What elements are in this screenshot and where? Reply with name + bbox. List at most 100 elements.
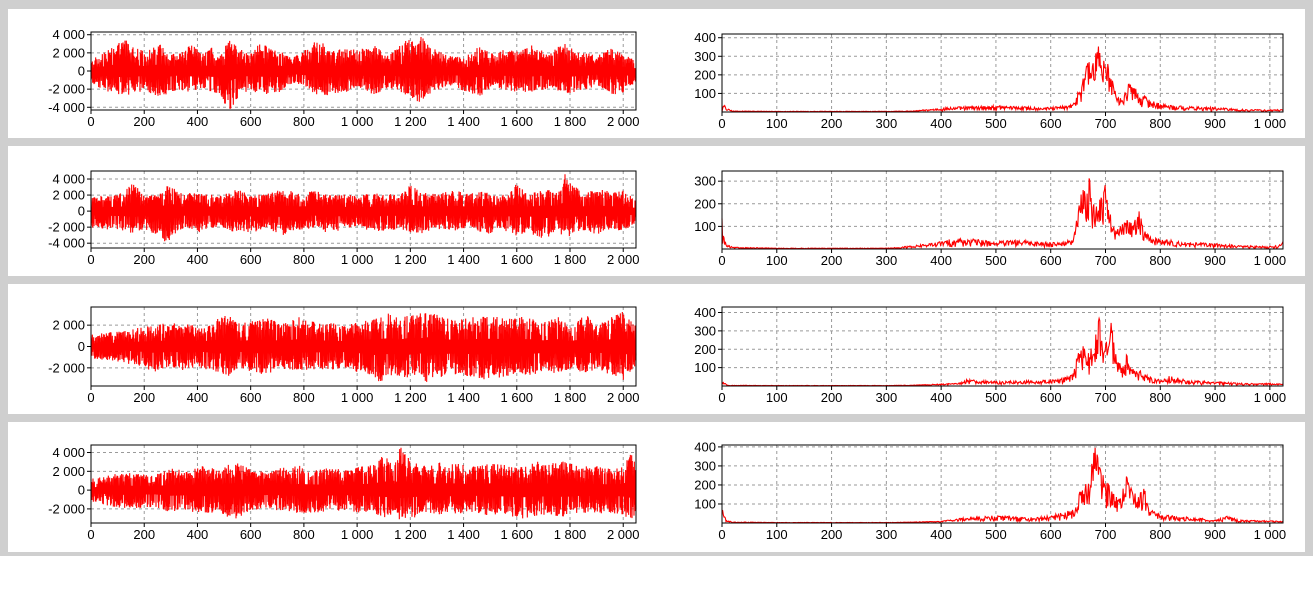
y-tick-label: 100 [694,86,716,101]
y-tick-label: 300 [694,323,716,338]
x-tick-label: 300 [876,253,898,268]
y-tick-label: 0 [78,339,85,354]
x-tick-label: 500 [985,390,1007,405]
x-tick-label: 400 [930,116,952,131]
x-tick-label: 600 [1040,527,1062,542]
x-tick-label: 1 600 [501,114,534,129]
y-tick-label: 0 [78,204,85,219]
x-tick-label: 800 [293,252,315,267]
x-tick-label: 1 400 [447,114,480,129]
x-tick-label: 200 [821,253,843,268]
x-tick-label: 400 [187,252,209,267]
series-line [90,36,637,109]
x-tick-label: 1 200 [394,114,427,129]
x-tick-label: 600 [240,390,262,405]
x-tick-label: 400 [187,114,209,129]
x-tick-label: 2 000 [607,527,640,542]
y-tick-label: 0 [78,64,85,79]
spectrum-row2: 0 100 200 300 400 500 600 700 800 900 1 000 100 200 3… [694,170,1287,268]
x-tick-label: 800 [293,390,315,405]
x-tick-label: 1 400 [447,390,480,405]
x-tick-label: 400 [187,527,209,542]
y-tick-label: -2 000 [48,82,85,97]
y-tick-label: -4 000 [48,100,85,115]
x-tick-label: 1 400 [447,252,480,267]
x-tick-label: 600 [240,114,262,129]
y-tick-label: 2 000 [52,464,85,479]
x-tick-label: 400 [930,527,952,542]
x-tick-label: 100 [766,527,788,542]
x-tick-label: 1 200 [394,390,427,405]
x-tick-label: 400 [930,253,952,268]
y-tick-label: 4 000 [52,172,85,187]
x-tick-label: 800 [1149,116,1171,131]
x-tick-label: 800 [1149,390,1171,405]
y-tick-label: 100 [694,360,716,375]
x-tick-label: 2 000 [607,114,640,129]
y-tick-label: 2 000 [52,188,85,203]
x-tick-label: 1 600 [501,527,534,542]
x-tick-label: 1 200 [394,252,427,267]
spectrum-row4: 0 100 200 300 400 500 600 700 800 900 1 000 100 200 3… [694,439,1286,542]
time-signal-row3: 0 200 400 600 800 1 000 1 200 1 400 1 600 1 800 2 … [48,306,640,405]
x-tick-label: 0 [87,252,94,267]
x-tick-label: 600 [240,527,262,542]
time-signal-row2: 0 200 400 600 800 1 000 1 200 1 400 1 600 1 800 2 … [48,170,640,267]
x-tick-label: 400 [930,390,952,405]
x-tick-label: 100 [766,390,788,405]
x-tick-label: 900 [1204,253,1226,268]
x-tick-label: 500 [985,527,1007,542]
x-tick-label: 800 [293,114,315,129]
plot-border [721,33,1284,113]
x-tick-label: 500 [985,116,1007,131]
x-tick-label: 1 000 [1254,116,1287,131]
y-tick-label: 200 [694,196,716,211]
x-tick-label: 200 [133,390,155,405]
y-tick-label: 400 [694,305,716,320]
y-tick-label: 4 000 [52,445,85,460]
x-tick-label: 2 000 [607,390,640,405]
y-tick-label: 300 [694,49,716,64]
x-tick-label: 200 [133,252,155,267]
x-tick-label: 1 600 [501,252,534,267]
series-line [721,316,1284,388]
x-tick-label: 900 [1204,390,1226,405]
spectrum-row1: 0 100 200 300 400 500 600 700 800 900 1 0001002003… [694,30,1286,131]
x-tick-label: 600 [240,252,262,267]
series-line [90,447,637,520]
y-tick-label: -2 000 [48,220,85,235]
x-tick-label: 500 [985,253,1007,268]
plot-border [721,170,1284,250]
x-tick-label: 1 600 [501,390,534,405]
x-tick-label: 200 [821,527,843,542]
time-signal-row1: 0 200 400 600 800 1 000 1 200 1 400 1 600 1 800 2 … [48,27,639,129]
x-tick-label: 100 [766,116,788,131]
x-tick-label: 300 [876,390,898,405]
plot-border [721,306,1284,387]
series-line [721,178,1284,250]
x-tick-label: 200 [133,527,155,542]
plot-border [90,31,637,111]
x-tick-label: 700 [1095,390,1117,405]
y-tick-label: 300 [694,174,716,189]
y-tick-label: 2 000 [52,318,85,333]
x-tick-label: 600 [1040,116,1062,131]
spectrum-row3: 0 100 200 300 400 500 600 700 800 900 1 0001002003… [694,305,1286,405]
x-tick-label: 1 000 [1254,253,1287,268]
x-tick-label: 700 [1095,527,1117,542]
y-tick-label: -4 000 [48,236,85,251]
series-line [90,174,637,242]
plot-border [90,306,637,387]
y-tick-label: 0 [78,483,85,498]
x-tick-label: 0 [718,527,725,542]
x-tick-label: 800 [1149,527,1171,542]
x-tick-label: 600 [1040,253,1062,268]
x-tick-label: 1 000 [341,114,374,129]
x-tick-label: 1 800 [554,390,587,405]
y-tick-label: 4 000 [52,27,85,42]
x-tick-label: 900 [1204,527,1226,542]
x-tick-label: 1 000 [1254,527,1287,542]
x-tick-label: 1 200 [394,527,427,542]
series-line [90,311,637,382]
